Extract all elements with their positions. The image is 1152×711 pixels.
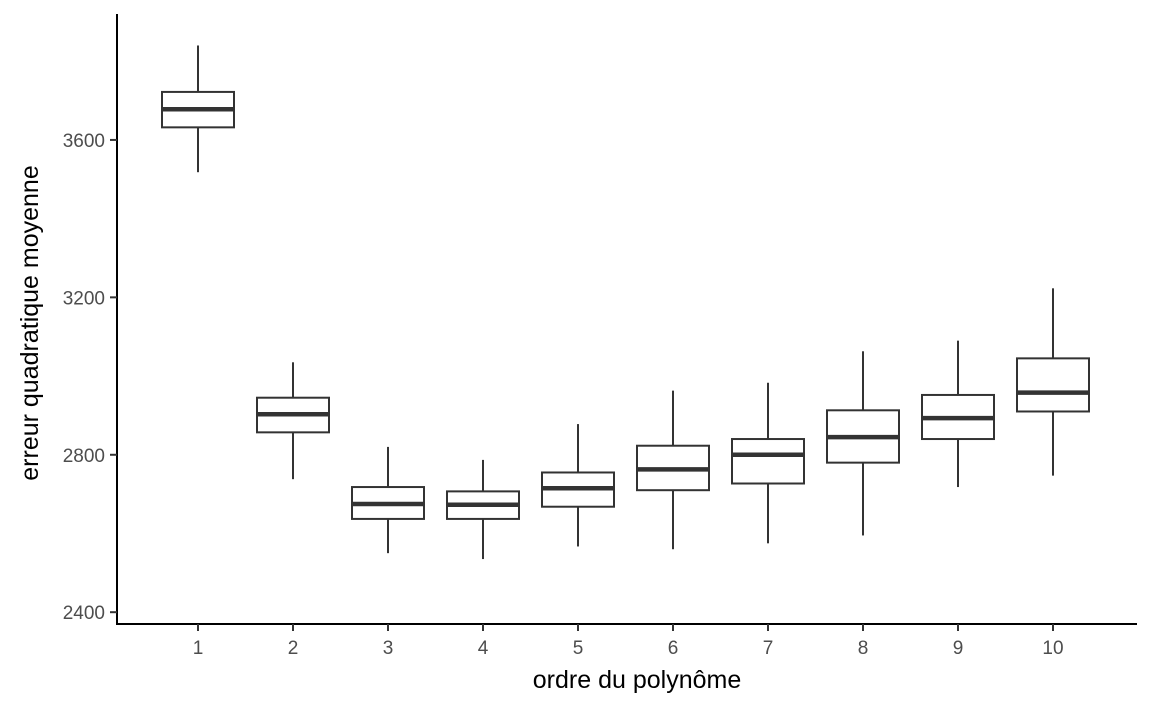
x-tick-label: 1 <box>193 638 204 659</box>
x-tick-label: 4 <box>478 638 489 659</box>
y-tick-label: 3600 <box>63 131 105 152</box>
box-group-3 <box>351 446 425 554</box>
x-tick-label: 7 <box>763 638 774 659</box>
x-tick-label: 3 <box>383 638 394 659</box>
y-axis-title: erreur quadratique moyenne <box>16 165 44 480</box>
box-group-1 <box>161 45 235 173</box>
box-group-7 <box>731 382 805 544</box>
x-tick-label: 5 <box>573 638 584 659</box>
box-group-5 <box>541 424 615 547</box>
box-group-8 <box>826 351 900 536</box>
y-tick-label: 3200 <box>63 288 105 309</box>
box-iqr <box>731 438 805 485</box>
box-iqr <box>1016 357 1090 413</box>
x-ticks-layer: 1 2 3 4 5 6 7 8 9 10 <box>193 624 1064 659</box>
x-tick-label: 9 <box>953 638 964 659</box>
y-tick-label: 2800 <box>63 446 105 467</box>
x-tick-label: 2 <box>288 638 299 659</box>
axes-layer <box>116 14 1137 625</box>
x-tick-label: 8 <box>858 638 869 659</box>
boxes-layer <box>161 45 1090 560</box>
box-group-10 <box>1016 288 1090 476</box>
box-group-4 <box>446 459 520 560</box>
box-group-2 <box>256 362 330 480</box>
y-tick-label: 2400 <box>63 603 105 624</box>
x-tick-label: 10 <box>1042 638 1063 659</box>
y-ticks-layer: 2400 2800 3200 3600 <box>63 131 117 624</box>
box-group-6 <box>636 390 710 550</box>
box-group-9 <box>921 340 995 488</box>
x-tick-label: 6 <box>668 638 679 659</box>
x-axis-title: ordre du polynôme <box>533 666 741 694</box>
